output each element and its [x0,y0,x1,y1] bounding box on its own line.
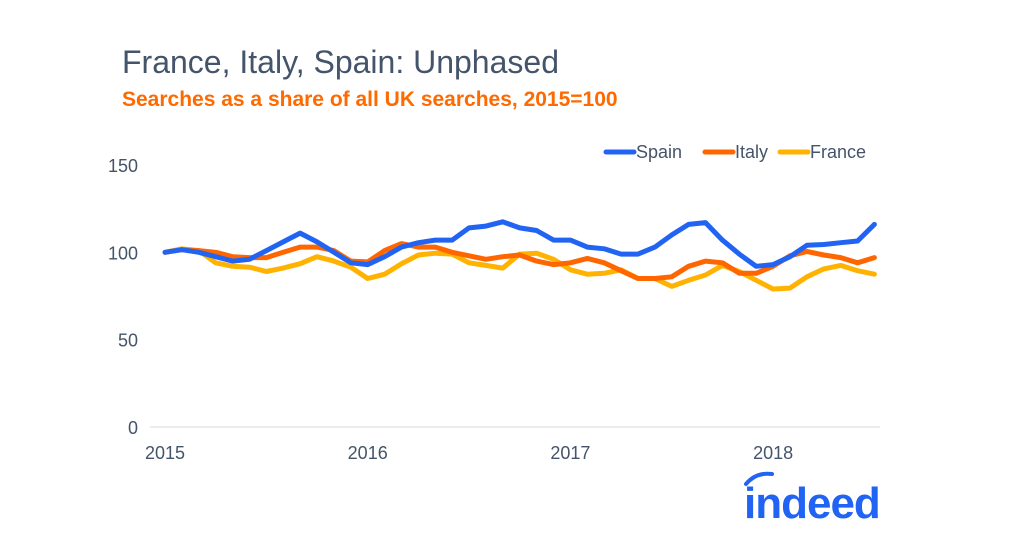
x-tick-label: 2016 [348,443,388,463]
chart-title: France, Italy, Spain: Unphased [122,44,559,80]
x-tick-label: 2015 [145,443,185,463]
line-chart: 0 50 100 150 2015 2016 2017 2018 Spain Italy Fra… [108,142,880,463]
x-tick-label: 2018 [753,443,793,463]
svg-text:indeed: indeed [744,479,880,525]
legend-label-spain: Spain [636,142,682,162]
legend-label-italy: Italy [735,142,768,162]
y-tick-label: 50 [118,331,138,351]
series-line-spain [162,219,877,269]
indeed-logo: indeed [744,471,881,525]
legend-label-france: France [810,142,866,162]
y-tick-label: 150 [108,156,138,176]
chart-subtitle: Searches as a share of all UK searches, … [122,88,618,111]
x-tick-label: 2017 [550,443,590,463]
y-tick-label: 100 [108,243,138,263]
series-line-italy [162,241,877,281]
y-tick-label: 0 [128,418,138,438]
